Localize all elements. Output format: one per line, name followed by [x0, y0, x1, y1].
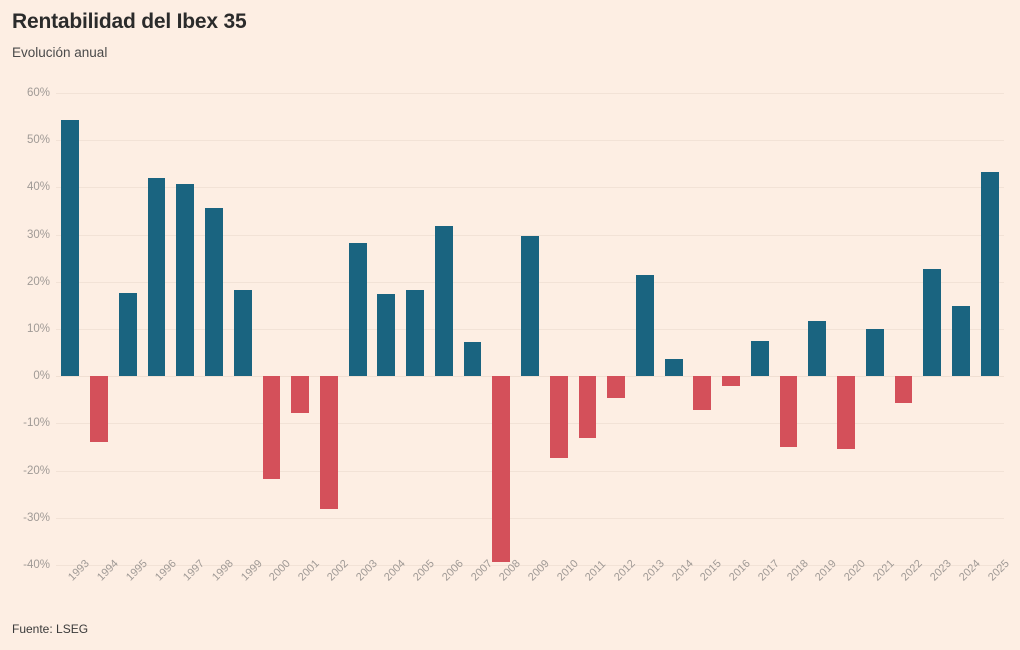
y-axis-tick-label: 40% [26, 181, 50, 194]
gridline [56, 470, 1004, 472]
page-title: Rentabilidad del Ibex 35 [12, 10, 247, 33]
bar-1995[interactable] [118, 293, 137, 377]
x-axis-tick-label: 2006 [439, 557, 466, 584]
x-axis-tick-label: 1997 [181, 557, 208, 584]
bar-2003[interactable] [348, 243, 367, 377]
gridline [56, 187, 1004, 189]
bar-2015[interactable] [693, 376, 712, 411]
x-axis-tick-label: 1998 [210, 557, 236, 584]
bar-1999[interactable] [233, 289, 252, 377]
bar-2000[interactable] [262, 376, 281, 479]
gridline [56, 376, 1004, 378]
y-axis-tick-label: 60% [26, 87, 50, 99]
x-axis-tick-label: 2025 [985, 557, 1012, 584]
bar-2021[interactable] [865, 329, 884, 377]
x-axis-tick-label: 2011 [583, 558, 609, 584]
x-axis-tick-label: 2007 [468, 557, 495, 584]
x-axis-tick-label: 2000 [267, 557, 294, 584]
bar-2006[interactable] [434, 226, 453, 377]
x-axis-tick-label: 2019 [813, 557, 840, 584]
bar-2004[interactable] [377, 294, 396, 377]
x-axis-tick-label: 2023 [928, 557, 954, 584]
x-axis-tick-label: 2021 [870, 557, 897, 584]
bar-2007[interactable] [463, 341, 482, 377]
x-axis-tick-label: 2003 [353, 557, 380, 584]
gridline [56, 423, 1004, 425]
source-note: Fuente: LSEG [12, 622, 89, 636]
x-axis-tick-label: 2002 [324, 557, 351, 584]
bar-1994[interactable] [90, 376, 108, 443]
bar-2017[interactable] [750, 341, 769, 377]
y-axis-tick-label: 50% [26, 134, 50, 147]
bar-2022[interactable] [894, 376, 913, 403]
x-axis-tick-label: 2014 [669, 557, 696, 584]
x-axis-tick-label: 2004 [382, 557, 409, 584]
x-axis-tick-label: 2020 [842, 557, 868, 584]
bar-2018[interactable] [779, 376, 798, 447]
x-axis-tick-label: 2017 [755, 557, 782, 584]
x-axis-tick-label: 2015 [698, 557, 725, 584]
bar-2001[interactable] [291, 376, 310, 413]
plot-area: 60% 50% 40% 30% 20% 10% 0% -10% -20% -30% -40% 1993… [23, 87, 1011, 583]
x-axis-tick-label: 2013 [640, 557, 667, 584]
bar-2009[interactable] [521, 235, 539, 377]
y-axis-tick-label: 30% [26, 228, 50, 241]
bar-2019[interactable] [808, 320, 827, 377]
gridline [56, 93, 1004, 94]
x-axis-tick-label: 1996 [152, 557, 179, 584]
bar-2016[interactable] [722, 376, 740, 386]
bar-2013[interactable] [636, 275, 654, 377]
x-axis-tick-label: 2005 [411, 557, 437, 584]
x-axis-tick-label: 2001 [296, 557, 322, 584]
bar-1993[interactable] [61, 120, 80, 377]
x-axis-tick-label: 1995 [123, 557, 150, 584]
x-axis-tick-label: 2012 [612, 557, 638, 584]
gridline [56, 234, 1004, 236]
bar-2020[interactable] [837, 376, 855, 450]
bar-1998[interactable] [205, 208, 223, 377]
x-axis-tick-label: 1994 [95, 557, 121, 584]
y-axis-tick-label: 20% [26, 275, 50, 288]
gridline [56, 140, 1004, 142]
y-axis-tick-label: 0% [33, 370, 50, 383]
bar-2005[interactable] [406, 290, 424, 377]
x-axis-tick-label: 1999 [238, 557, 265, 584]
x-axis-tick-label: 2016 [727, 557, 753, 584]
x-axis-tick-label: 2018 [784, 557, 811, 584]
bar-2008[interactable] [492, 376, 511, 563]
gridline [56, 565, 1004, 566]
y-axis-tick-label: -40% [23, 559, 50, 571]
y-axis-tick-label: -30% [23, 511, 50, 524]
bar-2002[interactable] [320, 376, 338, 509]
gridline [56, 517, 1004, 519]
bar-2011[interactable] [578, 376, 597, 439]
chart-subtitle: Evolución anual [12, 45, 108, 60]
bar-2024[interactable] [952, 306, 970, 377]
y-axis-tick-label: 10% [26, 323, 50, 335]
bar-1996[interactable] [147, 178, 166, 377]
y-axis-tick-label: -20% [23, 464, 50, 477]
bar-2012[interactable] [607, 376, 626, 399]
bar-1997[interactable] [176, 183, 195, 377]
x-axis-tick-label: 2024 [956, 557, 983, 584]
bar-2014[interactable] [664, 358, 683, 377]
x-axis-tick-label: 2009 [526, 557, 552, 584]
x-axis-tick-label: 2022 [899, 557, 926, 584]
bar-2010[interactable] [549, 376, 568, 459]
y-axis-tick-label: -10% [23, 417, 50, 430]
bar-2025[interactable] [980, 171, 999, 377]
x-axis-tick-label: 1993 [66, 557, 93, 584]
bar-2023[interactable] [923, 268, 942, 377]
x-axis-tick-label: 2010 [554, 557, 581, 584]
